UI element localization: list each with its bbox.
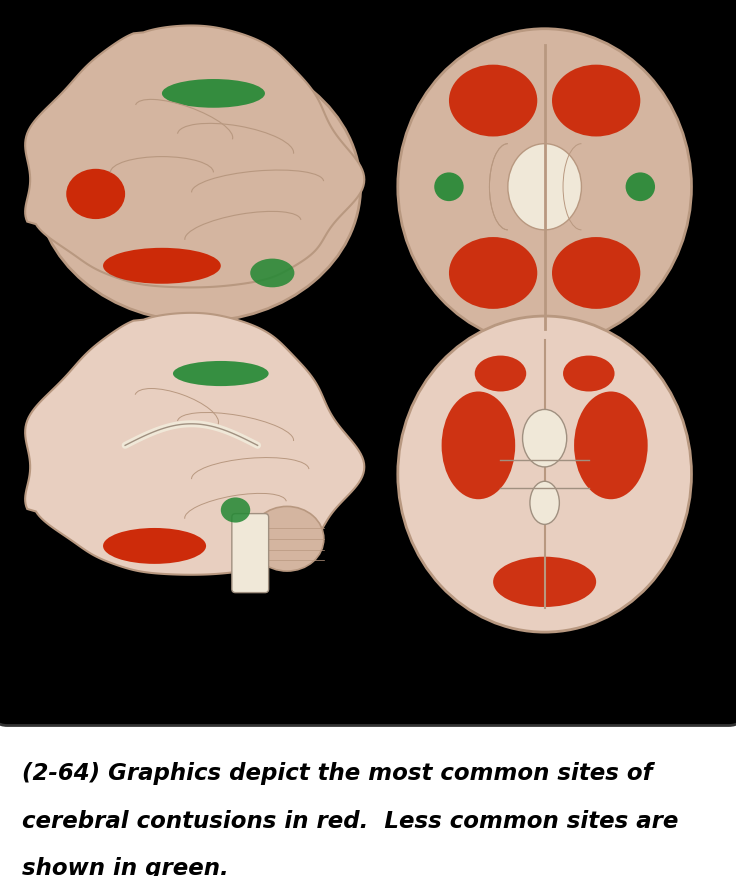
Ellipse shape bbox=[250, 258, 294, 287]
Ellipse shape bbox=[563, 356, 615, 392]
Ellipse shape bbox=[493, 557, 596, 607]
Ellipse shape bbox=[530, 481, 559, 525]
Ellipse shape bbox=[626, 173, 655, 201]
PathPatch shape bbox=[25, 25, 364, 287]
Text: shown in green.: shown in green. bbox=[22, 857, 229, 876]
Ellipse shape bbox=[173, 361, 269, 386]
Ellipse shape bbox=[442, 392, 515, 499]
Ellipse shape bbox=[523, 409, 567, 467]
Ellipse shape bbox=[162, 79, 265, 108]
Ellipse shape bbox=[434, 173, 464, 201]
Ellipse shape bbox=[574, 392, 648, 499]
Ellipse shape bbox=[66, 169, 125, 219]
Ellipse shape bbox=[103, 248, 221, 284]
FancyBboxPatch shape bbox=[0, 0, 736, 725]
Text: cerebral contusions in red.  Less common sites are: cerebral contusions in red. Less common … bbox=[22, 809, 679, 833]
Ellipse shape bbox=[221, 498, 250, 523]
Text: (2-64) Graphics depict the most common sites of: (2-64) Graphics depict the most common s… bbox=[22, 762, 653, 786]
Ellipse shape bbox=[397, 29, 692, 345]
PathPatch shape bbox=[25, 313, 364, 575]
FancyBboxPatch shape bbox=[232, 513, 269, 592]
Ellipse shape bbox=[449, 65, 537, 137]
Ellipse shape bbox=[250, 506, 324, 571]
Ellipse shape bbox=[552, 237, 640, 309]
Ellipse shape bbox=[103, 528, 206, 564]
Ellipse shape bbox=[552, 65, 640, 137]
Ellipse shape bbox=[397, 316, 692, 632]
Ellipse shape bbox=[449, 237, 537, 309]
Ellipse shape bbox=[475, 356, 526, 392]
Ellipse shape bbox=[37, 52, 361, 321]
Ellipse shape bbox=[508, 144, 581, 230]
